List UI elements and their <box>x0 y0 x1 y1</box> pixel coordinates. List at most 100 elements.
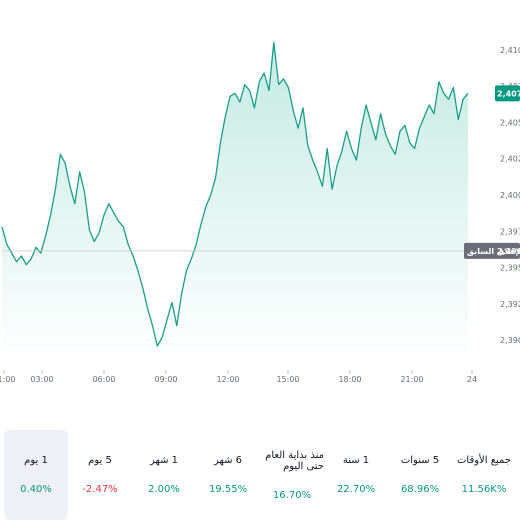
price-point <box>403 124 406 127</box>
price-point <box>54 188 57 191</box>
y-tick-label: 2,395.00 <box>500 264 520 273</box>
performance-period-label: 6 شهر <box>213 455 243 466</box>
price-chart[interactable]: 2,410.002,407.502,405.002,402.502,400.00… <box>0 0 520 400</box>
price-point <box>234 92 237 95</box>
performance-period-label: منذ بداية العام حتى اليوم <box>265 449 324 472</box>
previous-close-badge <box>464 242 520 259</box>
performance-period-item[interactable]: 5 يوم -2.47% <box>68 430 132 520</box>
price-point <box>399 130 402 133</box>
price-point <box>136 269 139 272</box>
price-point <box>418 127 421 130</box>
price-point <box>306 144 309 147</box>
y-tick-label: 2,392.50 <box>500 300 520 309</box>
price-point <box>394 153 397 156</box>
price-point <box>442 92 445 95</box>
performance-period-item[interactable]: 1 سنة 22.70% <box>324 430 388 520</box>
y-tick-label: 2,397.50 <box>500 227 520 236</box>
price-point <box>268 89 271 92</box>
price-point <box>374 138 377 141</box>
price-point <box>190 257 193 260</box>
price-point <box>5 243 8 246</box>
price-chart-svg[interactable]: 2,410.002,407.502,405.002,402.502,400.00… <box>0 0 520 400</box>
performance-period-item[interactable]: 1 شهر 2.00% <box>132 430 196 520</box>
price-point <box>204 205 207 208</box>
price-point <box>335 165 338 168</box>
performance-period-item[interactable]: منذ بداية العام حتى اليوم 16.70% <box>260 430 324 520</box>
y-tick-label: 2,402.50 <box>500 155 520 164</box>
price-point <box>224 115 227 118</box>
price-point <box>345 130 348 133</box>
price-point <box>200 223 203 226</box>
performance-period-value: 0.40% <box>20 484 52 495</box>
price-point <box>127 243 130 246</box>
price-point <box>253 106 256 109</box>
price-point <box>326 147 329 150</box>
price-point <box>44 234 47 237</box>
price-point <box>457 118 460 121</box>
price-point <box>112 211 115 214</box>
price-point <box>214 176 217 179</box>
performance-period-value: 11.56K% <box>461 484 507 495</box>
price-point <box>350 147 353 150</box>
performance-period-item[interactable]: 1 يوم 0.40% <box>4 430 68 520</box>
performance-period-label: جميع الأوقات <box>456 455 512 466</box>
price-point <box>302 106 305 109</box>
price-point <box>93 240 96 243</box>
price-point <box>107 202 110 205</box>
price-point <box>122 225 125 228</box>
price-point <box>185 269 188 272</box>
performance-period-label: 5 يوم <box>88 455 112 466</box>
price-point <box>180 292 183 295</box>
price-point <box>428 104 431 107</box>
price-point <box>30 257 33 260</box>
x-tick-label: 21:00 <box>400 375 423 384</box>
price-point <box>292 109 295 112</box>
performance-period-item[interactable]: 6 شهر 19.55% <box>196 430 260 520</box>
previous-close-price: 2,396.15 <box>497 247 520 256</box>
price-point <box>166 318 169 321</box>
price-point <box>277 83 280 86</box>
price-point <box>146 307 149 310</box>
x-tick-label: 12:00 <box>216 375 239 384</box>
price-point <box>151 324 154 327</box>
price-point <box>462 98 465 101</box>
price-point <box>73 202 76 205</box>
price-point <box>1 225 4 228</box>
price-point <box>10 252 13 255</box>
price-point <box>64 162 67 165</box>
price-point <box>98 231 101 234</box>
price-point <box>243 83 246 86</box>
y-tick-label: 2,405.00 <box>500 118 520 127</box>
performance-period-value: 16.70% <box>272 489 312 501</box>
price-point <box>15 260 18 263</box>
price-point <box>59 153 62 156</box>
price-point <box>408 141 411 144</box>
price-point <box>384 133 387 136</box>
price-point <box>467 92 470 95</box>
last-price-badge <box>495 85 520 102</box>
performance-period-value: 2.00% <box>148 484 180 495</box>
performance-period-item[interactable]: 5 سنوات 68.96% <box>388 430 452 520</box>
price-point <box>219 141 222 144</box>
y-tick-label: 2,390.00 <box>500 336 520 345</box>
performance-periods: 1 يوم 0.40% 5 يوم -2.47% 1 شهر 2.00% 6 شهر 19.5… <box>0 430 520 520</box>
price-point <box>365 104 368 107</box>
performance-period-value: -2.47% <box>82 484 118 495</box>
price-point <box>258 80 261 83</box>
price-point <box>83 191 86 194</box>
price-line <box>1 41 469 347</box>
price-point <box>229 95 232 98</box>
x-tick-label: 09:00 <box>154 375 177 384</box>
x-tick-label: 01:00 <box>0 375 16 384</box>
x-tick-label: 18:00 <box>338 375 361 384</box>
performance-period-item[interactable]: جميع الأوقات 11.56K% <box>452 430 516 520</box>
price-point <box>248 89 251 92</box>
performance-period-label: 1 شهر <box>149 455 179 466</box>
price-point <box>321 185 324 188</box>
price-point <box>39 252 42 255</box>
price-point <box>20 255 23 258</box>
price-point <box>360 127 363 130</box>
price-point <box>102 214 105 217</box>
price-point <box>287 86 290 89</box>
price-point <box>297 127 300 130</box>
